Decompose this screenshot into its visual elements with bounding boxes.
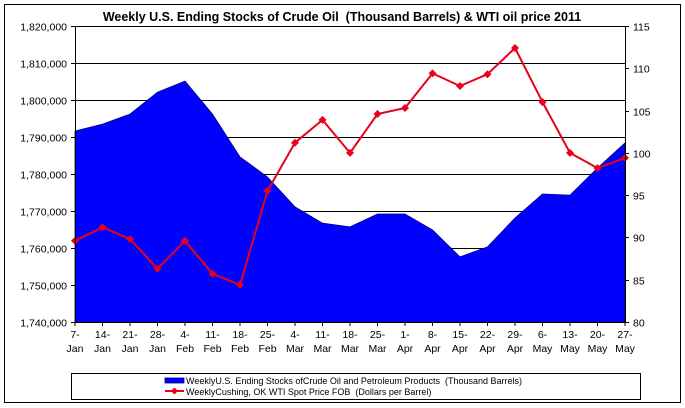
x-tick-label-month: May bbox=[533, 343, 554, 355]
x-tick-label-day: 14- bbox=[95, 329, 111, 341]
x-tick-label-month: Jan bbox=[94, 343, 111, 355]
x-tick-label-day: 11- bbox=[205, 329, 220, 341]
x-tick-label-month: Apr bbox=[479, 343, 496, 355]
legend-label-price: WeeklyCushing, OK WTI Spot Price FOB (Do… bbox=[186, 387, 431, 397]
price-marker bbox=[153, 264, 162, 273]
x-axis-ticks: 7- Jan 14- Jan 21- Jan 28- Jan 4- Feb 11- Feb 18- Feb… bbox=[67, 322, 636, 355]
x-tick-label-day: 6- bbox=[538, 329, 548, 341]
price-marker bbox=[538, 98, 547, 107]
x-tick-label-day: 29- bbox=[507, 329, 523, 341]
x-tick-label-day: 25- bbox=[260, 329, 276, 341]
x-tick-label-day: 20- bbox=[590, 329, 606, 341]
left-tick-label: 1,800,000 bbox=[20, 96, 67, 108]
price-marker bbox=[483, 70, 492, 79]
x-tick-label-month: May bbox=[615, 343, 636, 355]
x-tick-label-month: May bbox=[588, 343, 609, 355]
left-tick-label: 1,750,000 bbox=[20, 281, 67, 293]
right-tick-label: 95 bbox=[633, 191, 645, 203]
x-tick-label-month: Jan bbox=[122, 343, 139, 355]
left-tick-label: 1,740,000 bbox=[20, 318, 67, 330]
x-tick-label-day: 22- bbox=[480, 329, 496, 341]
price-marker bbox=[236, 280, 244, 289]
price-marker bbox=[208, 269, 217, 278]
price-marker bbox=[181, 236, 189, 245]
x-tick-label-month: Feb bbox=[176, 343, 194, 355]
legend-label-stocks: WeeklyU.S. Ending Stocks ofCrude Oil and… bbox=[186, 376, 522, 386]
left-tick-label: 1,820,000 bbox=[20, 22, 67, 34]
x-tick-label-day: 13- bbox=[562, 329, 578, 341]
price-marker bbox=[126, 235, 134, 244]
price-marker bbox=[291, 138, 299, 147]
x-tick-label-month: Feb bbox=[203, 343, 221, 355]
right-tick-label: 80 bbox=[633, 318, 645, 330]
x-tick-label-day: 4- bbox=[180, 329, 190, 341]
left-tick-label: 1,770,000 bbox=[20, 207, 67, 219]
x-tick-label-day: 18- bbox=[342, 329, 358, 341]
left-tick-label: 1,810,000 bbox=[20, 59, 67, 71]
right-tick-label: 115 bbox=[633, 22, 650, 34]
right-tick-label: 105 bbox=[633, 107, 651, 119]
x-tick-label-day: 28- bbox=[150, 329, 166, 341]
right-tick-label: 90 bbox=[633, 233, 645, 245]
price-marker bbox=[566, 148, 574, 157]
legend: WeeklyU.S. Ending Stocks ofCrude Oil and… bbox=[71, 373, 641, 400]
x-tick-label-month: May bbox=[560, 343, 581, 355]
chart-title: Weekly U.S. Ending Stocks of Crude Oil (… bbox=[103, 10, 581, 24]
left-tick-label: 1,780,000 bbox=[20, 170, 67, 182]
x-tick-label-day: 18- bbox=[232, 329, 248, 341]
price-marker bbox=[428, 69, 437, 78]
x-tick-label-month: Apr bbox=[424, 343, 441, 355]
x-tick-label-month: Mar bbox=[368, 343, 387, 355]
price-line-layer bbox=[71, 43, 629, 289]
left-tick-label: 1,760,000 bbox=[20, 244, 67, 256]
legend-swatch-price-marker bbox=[171, 387, 178, 395]
x-tick-label-day: 8- bbox=[428, 329, 438, 341]
left-tick-label: 1,790,000 bbox=[20, 133, 67, 145]
x-tick-label-day: 21- bbox=[122, 329, 138, 341]
x-tick-label-day: 27- bbox=[617, 329, 633, 341]
x-tick-label-month: Jan bbox=[67, 343, 84, 355]
x-tick-label-month: Apr bbox=[397, 343, 414, 355]
price-marker bbox=[346, 148, 354, 157]
x-tick-label-month: Jan bbox=[149, 343, 166, 355]
price-marker bbox=[263, 186, 272, 195]
right-axis-ticks: 80 85 90 95 100 105 110 115 bbox=[625, 22, 651, 330]
x-tick-label-day: 25- bbox=[370, 329, 386, 341]
right-tick-label: 100 bbox=[633, 149, 651, 161]
x-tick-label-day: 7- bbox=[70, 329, 80, 341]
x-tick-label-day: 1- bbox=[400, 329, 410, 341]
x-tick-label-month: Feb bbox=[258, 343, 276, 355]
x-tick-label-month: Apr bbox=[507, 343, 524, 355]
x-tick-label-month: Apr bbox=[452, 343, 469, 355]
legend-swatch-stocks bbox=[164, 377, 185, 384]
price-marker bbox=[98, 223, 107, 232]
x-tick-label-day: 4- bbox=[290, 329, 300, 341]
price-marker bbox=[511, 43, 519, 52]
x-tick-label-month: Mar bbox=[286, 343, 305, 355]
left-axis-ticks: 1,740,000 1,750,000 1,760,000 1,770,000 1,78… bbox=[20, 22, 75, 330]
price-marker bbox=[401, 104, 409, 113]
x-tick-label-day: 15- bbox=[452, 329, 468, 341]
price-marker bbox=[456, 82, 464, 91]
x-tick-label-month: Feb bbox=[231, 343, 249, 355]
x-tick-label-day: 11- bbox=[315, 329, 330, 341]
price-marker bbox=[373, 109, 382, 118]
stocks-area bbox=[74, 80, 626, 323]
right-tick-label: 85 bbox=[633, 276, 645, 288]
x-tick-label-month: Mar bbox=[341, 343, 360, 355]
price-marker bbox=[593, 164, 602, 173]
price-marker bbox=[318, 115, 327, 124]
x-tick-label-month: Mar bbox=[313, 343, 332, 355]
right-tick-label: 110 bbox=[633, 64, 650, 76]
stocks-area-layer bbox=[74, 80, 626, 323]
